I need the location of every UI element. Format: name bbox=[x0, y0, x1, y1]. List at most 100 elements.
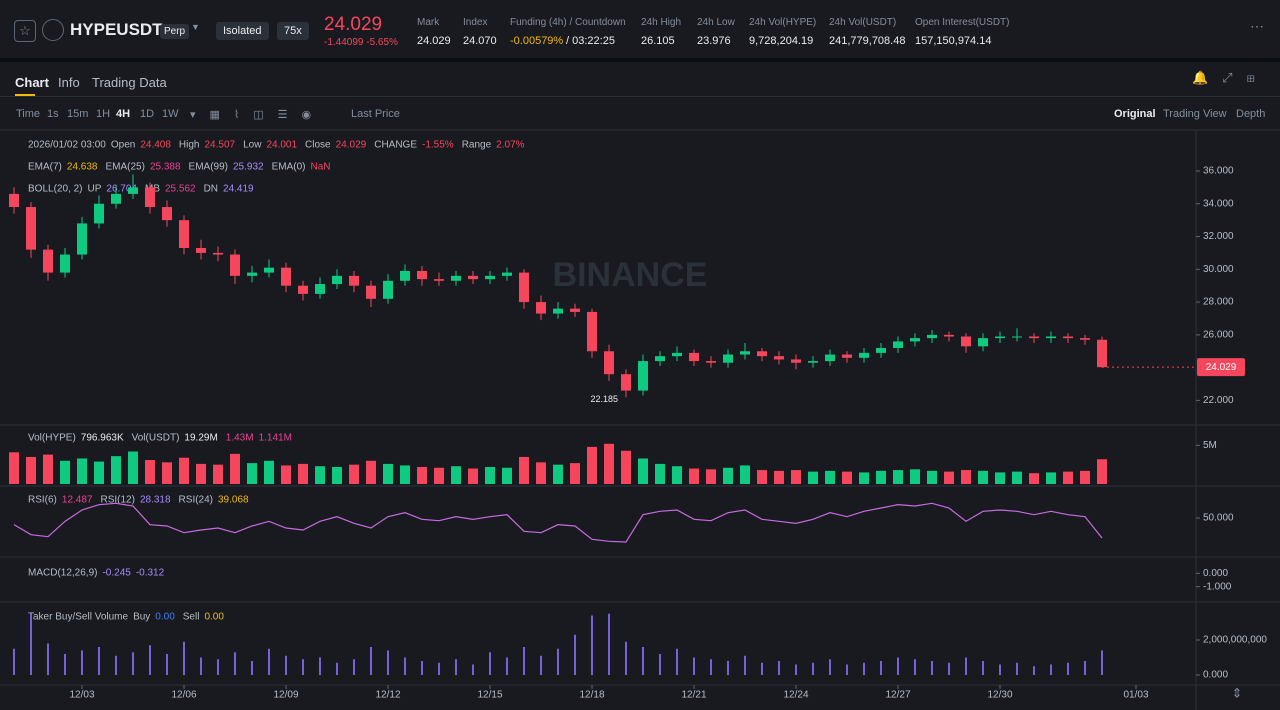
stat-value: 157,150,974.14 bbox=[915, 35, 992, 47]
more-menu[interactable]: ⋯ bbox=[1250, 18, 1264, 34]
legend-label: EMA(25) bbox=[106, 162, 145, 173]
candle-body bbox=[179, 220, 189, 248]
symbol[interactable]: HYPEUSDT bbox=[70, 20, 163, 39]
price-type[interactable]: Last Price bbox=[351, 108, 400, 120]
legend-value: 25.562 bbox=[165, 184, 196, 195]
legend-label: 1.141M bbox=[259, 433, 292, 444]
taker-bar bbox=[489, 652, 491, 675]
interval[interactable]: 4H bbox=[116, 108, 131, 120]
volume-bar bbox=[77, 458, 87, 484]
candle-body bbox=[332, 275, 342, 285]
volume-bar bbox=[349, 464, 359, 484]
taker-bar bbox=[319, 657, 321, 675]
toolbar-icons[interactable]: ▾▦⌇◫☰◉ bbox=[190, 109, 326, 121]
candle-body bbox=[672, 352, 682, 357]
legend-label: EMA(0) bbox=[272, 162, 306, 173]
view-option[interactable]: Depth bbox=[1236, 108, 1266, 120]
legend-value: 25.388 bbox=[150, 162, 181, 173]
candle-body bbox=[349, 275, 359, 286]
legend-value: 39.068 bbox=[218, 495, 249, 506]
volume-bar bbox=[281, 465, 291, 484]
price-change: -1.44099 -5.65% bbox=[324, 37, 398, 48]
taker-bar bbox=[812, 662, 814, 675]
taker-bar bbox=[540, 655, 542, 675]
last-price: 24.029 bbox=[324, 14, 383, 35]
y-tick-label: 32.000 bbox=[1203, 231, 1234, 242]
legend-label: CHANGE bbox=[374, 140, 417, 151]
view-option[interactable]: Trading View bbox=[1163, 108, 1227, 120]
legend-label: UP bbox=[87, 184, 101, 195]
top-bar: ☆ HYPEUSDT Perp ▼ Isolated 75x 24.029 -1… bbox=[0, 0, 1280, 62]
candle-body bbox=[740, 351, 750, 355]
y-tick-label: -1.000 bbox=[1203, 581, 1232, 592]
legend-value: 24.001 bbox=[266, 140, 297, 151]
candle-body bbox=[791, 359, 801, 363]
legend-label: 2026/01/02 03:00 bbox=[28, 140, 106, 151]
y-tick-label: 30.000 bbox=[1203, 264, 1234, 275]
x-tick-label: 12/30 bbox=[987, 690, 1012, 701]
candle-body bbox=[859, 352, 869, 358]
view-option[interactable]: Original bbox=[1114, 108, 1156, 120]
tab[interactable]: Trading Data bbox=[92, 75, 167, 90]
interval[interactable]: 1H bbox=[96, 108, 111, 120]
axis-reset[interactable]: ⇕ bbox=[1232, 685, 1243, 700]
taker-bar bbox=[642, 647, 644, 675]
candle-body bbox=[196, 248, 206, 253]
interval[interactable]: 1W bbox=[162, 108, 179, 120]
taker-bar bbox=[200, 657, 202, 675]
candle-body bbox=[128, 187, 138, 194]
margin-mode[interactable]: Isolated bbox=[216, 22, 269, 40]
candle-body bbox=[26, 207, 36, 250]
volume-bar bbox=[995, 472, 1005, 484]
candle-body bbox=[502, 272, 512, 276]
volume-bar bbox=[587, 446, 597, 484]
taker-bar bbox=[659, 654, 661, 675]
taker-bar bbox=[268, 648, 270, 675]
interval[interactable]: 1D bbox=[140, 108, 155, 120]
candle-body bbox=[1012, 336, 1022, 338]
interval[interactable]: 1s bbox=[47, 108, 59, 120]
x-tick-label: 01/03 bbox=[1123, 690, 1148, 701]
taker-bar bbox=[999, 664, 1001, 675]
candle-body bbox=[927, 334, 937, 339]
taker-bar bbox=[1101, 650, 1103, 675]
taker-bar bbox=[30, 613, 32, 675]
volume-bar bbox=[9, 452, 19, 484]
stat-value: 24.070 bbox=[463, 35, 497, 47]
taker-bar bbox=[302, 659, 304, 675]
taker-bar bbox=[336, 662, 338, 675]
taker-bar bbox=[914, 659, 916, 675]
tab[interactable]: Chart bbox=[15, 75, 49, 90]
candle-body bbox=[961, 336, 971, 347]
candle-body bbox=[978, 338, 988, 347]
taker-bar bbox=[727, 661, 729, 675]
volume-bar bbox=[893, 470, 903, 484]
stat-value: 23.976 bbox=[697, 35, 731, 47]
symbol-dropdown[interactable]: ▼ bbox=[191, 22, 200, 32]
volume-bar bbox=[927, 470, 937, 484]
candle-body bbox=[893, 341, 903, 348]
tab[interactable]: Info bbox=[58, 75, 80, 90]
taker-bar bbox=[1067, 662, 1069, 675]
volume-bar bbox=[468, 468, 478, 484]
taker-bar bbox=[744, 655, 746, 675]
candle-body bbox=[417, 270, 427, 280]
leverage[interactable]: 75x bbox=[277, 22, 309, 40]
volume-bar bbox=[196, 463, 206, 484]
favorite-button[interactable]: ☆ bbox=[14, 20, 36, 42]
y-tick-label: 34.000 bbox=[1203, 198, 1234, 209]
legend-value: NaN bbox=[311, 162, 331, 173]
candle-body bbox=[638, 361, 648, 391]
volume-bar bbox=[434, 467, 444, 484]
volume-bar bbox=[944, 471, 954, 484]
candle-body bbox=[213, 252, 223, 255]
legend-value: 24.507 bbox=[205, 140, 236, 151]
y-tick-label: 0.000 bbox=[1203, 670, 1228, 681]
chart-icons[interactable]: 🔔⤢⊞ bbox=[1192, 70, 1269, 85]
interval[interactable]: 15m bbox=[67, 108, 89, 120]
watermark: BINANCE bbox=[553, 256, 708, 294]
candle-body bbox=[655, 356, 665, 362]
legend-value: 25.932 bbox=[233, 162, 264, 173]
